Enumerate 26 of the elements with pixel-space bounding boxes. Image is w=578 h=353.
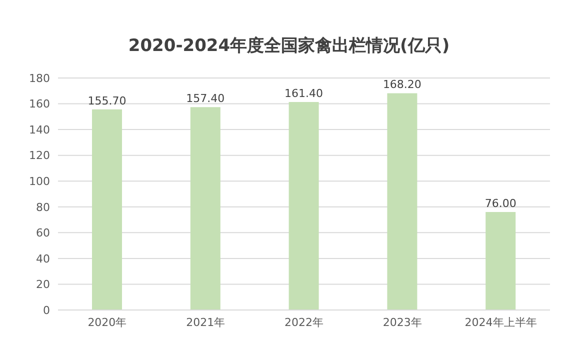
bar	[486, 212, 516, 310]
data-label: 168.20	[382, 78, 422, 92]
y-tick-label: 100	[29, 175, 50, 188]
bar	[92, 109, 122, 310]
x-tick-label: 2021年	[186, 316, 226, 329]
y-tick-label: 20	[36, 278, 50, 292]
x-tick-label: 2020年	[88, 316, 127, 329]
data-label: 157.40	[186, 92, 225, 106]
y-tick-label: 120	[29, 149, 50, 162]
x-tick-label: 2022年	[284, 316, 324, 329]
data-label: 155.70	[88, 94, 126, 108]
x-tick-label: 2023年	[382, 316, 422, 329]
bar	[387, 93, 418, 310]
bar	[190, 107, 220, 310]
y-tick-label: 160	[29, 98, 50, 111]
y-tick-label: 80	[36, 200, 50, 214]
y-tick-label: 180	[29, 72, 50, 85]
bar	[288, 102, 319, 310]
y-tick-label: 0	[43, 304, 50, 317]
y-tick-label: 140	[29, 123, 50, 136]
data-label: 161.40	[284, 86, 324, 100]
chart-title: 2020-2024年度全国家禽出栏情况(亿只)	[127, 35, 451, 56]
y-tick-label: 40	[36, 252, 50, 266]
data-label: 76.00	[484, 197, 516, 210]
y-tick-label: 60	[36, 226, 50, 240]
x-tick-label: 2024年上半年	[464, 316, 537, 329]
